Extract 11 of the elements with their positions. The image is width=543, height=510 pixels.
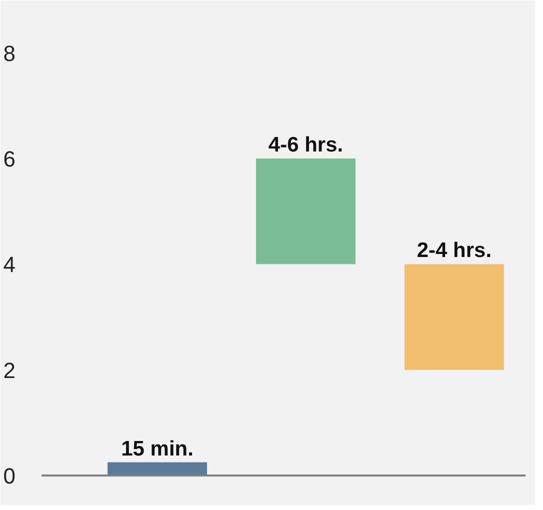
bar: [404, 264, 504, 370]
annotation: 15 min.: [121, 437, 194, 460]
bar: [108, 462, 208, 476]
y-tick-label: 8: [3, 40, 16, 66]
y-tick-label: 4: [3, 252, 16, 278]
y-tick-label: 0: [3, 464, 16, 488]
y-tick-label: 2: [3, 358, 16, 383]
bar: [256, 158, 356, 264]
y-tick-label: 6: [3, 146, 16, 172]
annotation: 4-6 hrs.: [268, 133, 344, 156]
annotation: 2-4 hrs.: [416, 239, 492, 262]
